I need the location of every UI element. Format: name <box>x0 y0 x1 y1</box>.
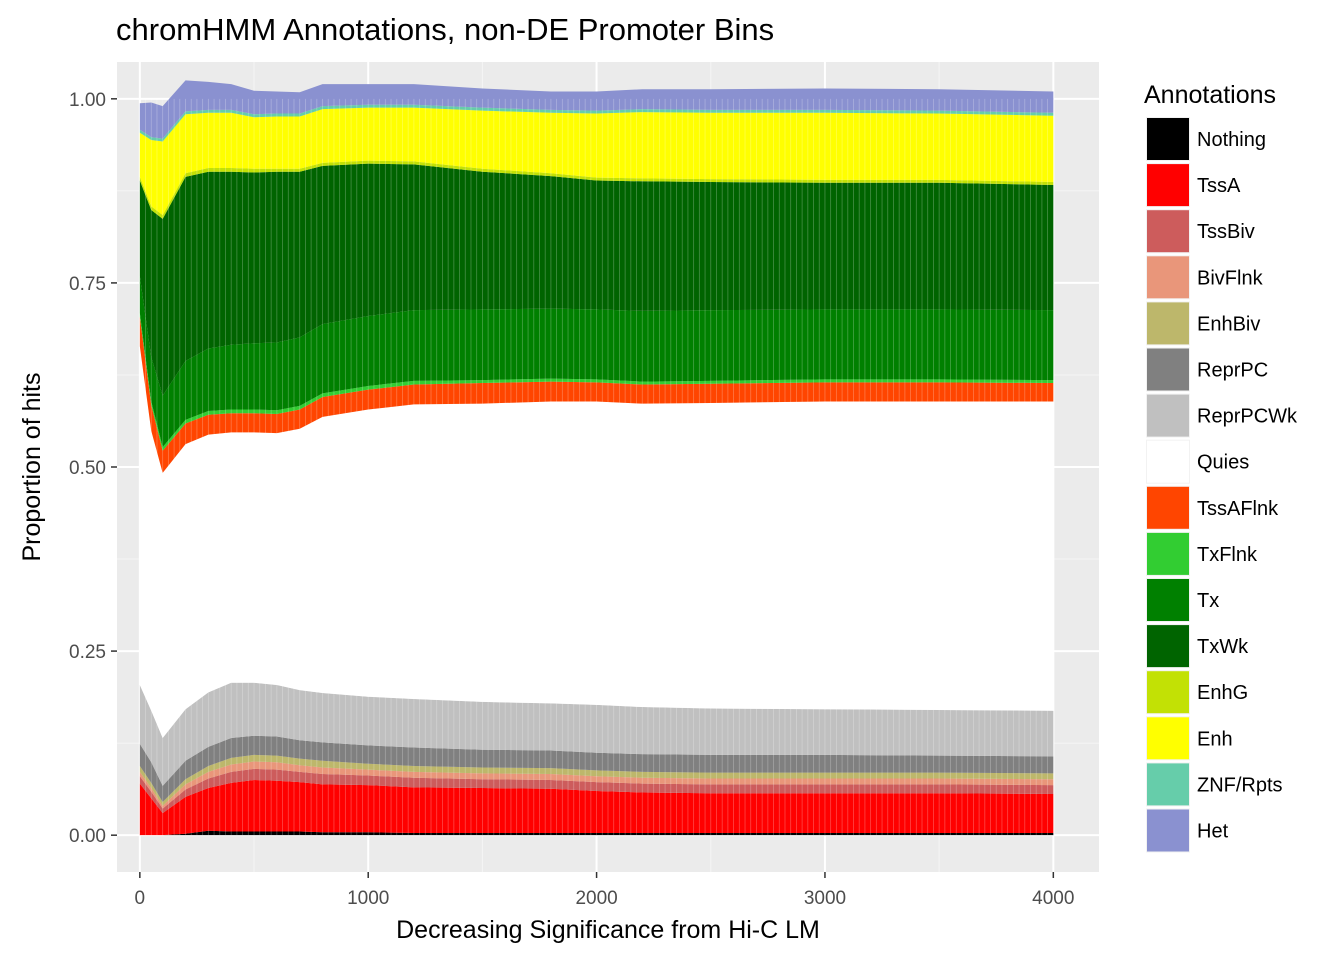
legend-item-tssaflnk: TssAFlnk <box>1146 485 1279 530</box>
legend-item-quies: Quies <box>1146 439 1249 484</box>
x-axis-title: Decreasing Significance from Hi-C LM <box>396 916 820 944</box>
legend-swatch <box>1147 348 1189 391</box>
legend-label: Het <box>1197 821 1229 843</box>
area-reprpc <box>139 735 1054 803</box>
legend-swatch <box>1147 532 1189 575</box>
legend-label: TssA <box>1197 175 1241 197</box>
legend-item-txwk: TxWk <box>1146 624 1249 669</box>
legend-swatch <box>1147 625 1189 668</box>
legend-item-enhbiv: EnhBiv <box>1146 301 1260 346</box>
legend-item-tssa: TssA <box>1146 163 1241 208</box>
legend-item-enh: Enh <box>1146 716 1233 761</box>
y-tick-label: 0.75 <box>69 274 106 295</box>
x-tick-label: 2000 <box>575 888 617 909</box>
legend-swatch <box>1147 440 1189 483</box>
y-axis-title: Proportion of hits <box>18 373 46 562</box>
area-txflnk <box>139 313 1054 451</box>
legend-swatch <box>1147 763 1189 806</box>
area-txwk <box>139 163 1054 396</box>
legend-label: ReprPC <box>1197 360 1268 382</box>
legend-label: TxFlnk <box>1197 544 1258 566</box>
area-tssbiv <box>139 768 1054 814</box>
legend-label: Nothing <box>1197 129 1266 151</box>
legend-item-txflnk: TxFlnk <box>1146 531 1258 576</box>
stacked-areas <box>139 80 1054 836</box>
legend-item-enhg: EnhG <box>1146 670 1248 715</box>
area-znf-rpts <box>139 104 1054 142</box>
legend-swatch <box>1147 579 1189 621</box>
legend-title: Annotations <box>1144 81 1276 109</box>
bar-separators <box>145 98 1049 836</box>
area-enh <box>139 107 1054 216</box>
area-het <box>139 80 1054 139</box>
legend-swatch <box>1147 118 1189 160</box>
x-tick-label: 1000 <box>347 888 389 909</box>
y-tick-label: 0.00 <box>69 826 106 847</box>
area-reprpcwk <box>139 682 1054 786</box>
legend-swatch <box>1147 210 1189 253</box>
legend: Annotations Nothing TssA TssBiv BivFlnk EnhB… <box>1144 81 1298 853</box>
y-tick-label: 1.00 <box>69 90 106 111</box>
x-tick-label: 3000 <box>804 888 846 909</box>
legend-label: TssAFlnk <box>1197 498 1279 520</box>
legend-label: Enh <box>1197 728 1233 750</box>
legend-swatch <box>1147 717 1189 760</box>
legend-swatch <box>1147 394 1189 437</box>
legend-label: EnhG <box>1197 682 1248 704</box>
area-tx <box>139 276 1054 448</box>
x-axis: 0 1000 2000 3000 4000 <box>135 872 1074 909</box>
legend-label: EnhBiv <box>1197 313 1260 335</box>
legend-swatch <box>1147 164 1189 207</box>
legend-swatch <box>1147 671 1189 714</box>
area-quies <box>139 346 1054 738</box>
x-tick-label: 0 <box>135 888 146 909</box>
y-tick-label: 0.25 <box>69 642 106 663</box>
legend-item-tx: Tx <box>1146 578 1219 622</box>
legend-label: TssBiv <box>1197 221 1255 243</box>
legend-item-nothing: Nothing <box>1146 117 1266 161</box>
legend-label: ZNF/Rpts <box>1197 774 1283 796</box>
legend-swatch <box>1147 302 1189 345</box>
area-enhbiv <box>139 754 1054 806</box>
legend-swatch <box>1147 256 1189 299</box>
area-tssa <box>139 779 1054 836</box>
x-tick-label: 4000 <box>1032 888 1074 909</box>
legend-swatch <box>1147 809 1189 852</box>
chart-title: chromHMM Annotations, non-DE Promoter Bi… <box>116 12 774 47</box>
legend-item-reprpcwk: ReprPCWk <box>1146 393 1298 438</box>
legend-item-znf-rpts: ZNF/Rpts <box>1146 762 1283 807</box>
legend-item-tssbiv: TssBiv <box>1146 209 1255 254</box>
y-tick-label: 0.50 <box>69 458 106 479</box>
legend-item-bivflnk: BivFlnk <box>1146 255 1264 300</box>
area-tssaflnk <box>139 316 1054 473</box>
legend-label: Quies <box>1197 452 1249 474</box>
y-axis: 0.00 0.25 0.50 0.75 1.00 <box>69 90 117 847</box>
legend-item-het: Het <box>1146 808 1229 853</box>
legend-label: TxWk <box>1197 636 1249 658</box>
legend-item-reprpc: ReprPC <box>1146 347 1268 392</box>
legend-label: ReprPCWk <box>1197 406 1298 428</box>
legend-label: BivFlnk <box>1197 267 1264 289</box>
legend-swatch <box>1147 486 1189 529</box>
legend-label: Tx <box>1197 590 1219 612</box>
area-bivflnk <box>139 761 1054 809</box>
